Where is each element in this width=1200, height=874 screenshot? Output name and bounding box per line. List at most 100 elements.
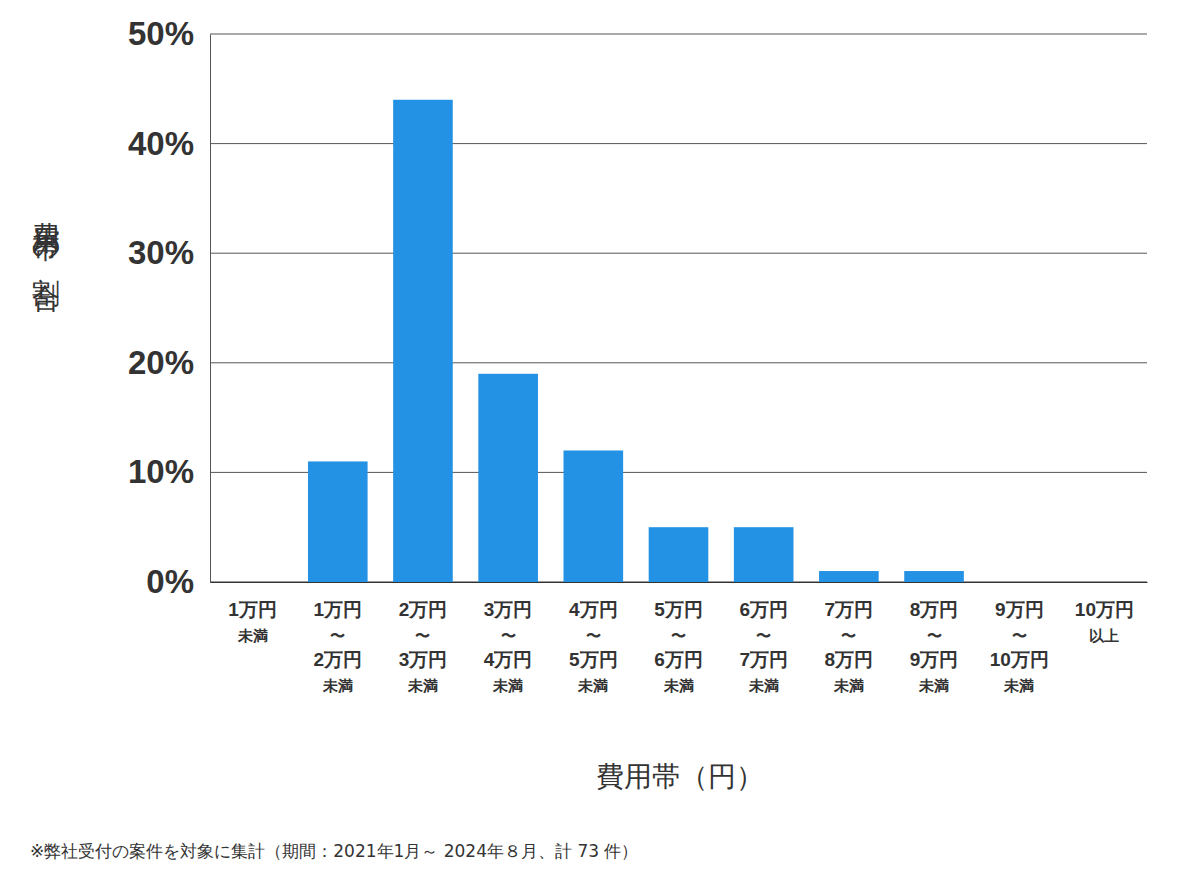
- x-tick-label-line: 10万円: [990, 649, 1049, 670]
- x-tick-label: 7万円〜 8万円未満: [825, 599, 874, 694]
- x-tick-label-line: 以上: [1089, 627, 1119, 644]
- bar: [649, 527, 709, 582]
- x-tick-label-line: 未満: [833, 677, 864, 694]
- bar: [564, 450, 624, 582]
- y-tick-label: 30%: [128, 234, 194, 271]
- x-tick: 10万円以上: [1075, 582, 1134, 644]
- x-tick-label-line: 〜: [671, 627, 686, 644]
- chart-svg: 0%10%20%30%40%50%1万円未満1万円〜2万円未満2万円〜3万円未満…: [0, 0, 1200, 874]
- x-tick-label-line: 未満: [748, 677, 779, 694]
- x-axis-line: [211, 582, 1148, 583]
- grid-line: [210, 34, 1147, 35]
- bar: [393, 100, 453, 582]
- bar: [308, 461, 368, 582]
- y-axis-line: [210, 35, 211, 583]
- x-axis-title: 費用帯（円）: [596, 760, 764, 793]
- x-tick-label-line: 〜: [330, 627, 345, 644]
- x-tick-label: 2万円〜 3万円未満: [399, 599, 448, 694]
- x-tick-label-line: 〜: [841, 627, 856, 644]
- y-tick: 10%: [128, 453, 210, 490]
- x-tick: 1万円未満: [228, 582, 277, 644]
- x-tick-label: 1万円〜 2万円未満: [313, 599, 362, 694]
- x-tick-label-line: 3万円: [484, 599, 533, 620]
- x-tick-label-line: 未満: [237, 627, 268, 644]
- x-tick-label-line: 〜: [586, 627, 601, 644]
- bar: [223, 582, 283, 583]
- y-tick-label: 40%: [128, 125, 194, 162]
- x-tick-label-line: 未満: [577, 677, 608, 694]
- x-tick-label-line: 未満: [1003, 677, 1034, 694]
- y-tick: 40%: [128, 125, 210, 162]
- x-tick-label-line: 8万円: [910, 599, 959, 620]
- x-tick-label-line: 未満: [918, 677, 949, 694]
- plot: 0%10%20%30%40%50%1万円未満1万円〜2万円未満2万円〜3万円未満…: [128, 15, 1148, 694]
- grid-line: [210, 253, 1147, 254]
- x-tick: 3万円〜 4万円未満: [484, 582, 533, 694]
- bar: [734, 527, 794, 582]
- x-tick: 7万円〜 8万円未満: [825, 582, 874, 694]
- x-tick-label-line: 9万円: [995, 599, 1044, 620]
- x-tick-label: 4万円〜 5万円未満: [569, 599, 618, 694]
- x-tick-label: 1万円未満: [228, 599, 277, 644]
- bar: [478, 374, 538, 582]
- bars: [308, 100, 964, 582]
- y-tick-label: 20%: [128, 344, 194, 381]
- x-tick-label-line: 5万円: [654, 599, 703, 620]
- x-tick-label: 5万円〜 6万円未満: [654, 599, 703, 694]
- x-tick-label-line: 〜: [415, 627, 430, 644]
- bar: [904, 571, 964, 582]
- y-axis-title: 費用帯の割合: [30, 200, 63, 313]
- x-tick-label-line: 4万円: [569, 599, 618, 620]
- x-tick-label-line: 〜: [927, 627, 942, 644]
- x-tick-label-line: 未満: [407, 677, 438, 694]
- x-tick-label: 10万円以上: [1075, 599, 1134, 644]
- grid-line: [210, 362, 1147, 363]
- x-tick: 6万円〜 7万円未満: [739, 582, 788, 694]
- x-tick-label: 6万円〜 7万円未満: [739, 599, 788, 694]
- y-tick: 0%: [146, 563, 210, 600]
- x-tick: 5万円〜 6万円未満: [654, 582, 703, 694]
- y-axis: 0% 10% 20% 30% 40% 50%: [128, 15, 211, 600]
- y-tick-label: 10%: [128, 453, 194, 490]
- x-tick-label-line: 〜: [1012, 627, 1027, 644]
- x-tick: 8万円〜 9万円未満: [910, 582, 959, 694]
- x-tick-label-line: 未満: [322, 677, 353, 694]
- grid-line: [210, 143, 1147, 144]
- x-tick-label-line: 6万円: [739, 599, 788, 620]
- x-tick-label-line: 5万円: [569, 649, 618, 670]
- x-tick-label-line: 6万円: [654, 649, 703, 670]
- y-tick-label: 50%: [128, 15, 194, 52]
- bar: [1075, 582, 1135, 583]
- x-tick-label-line: 1万円: [228, 599, 277, 620]
- x-axis: 1万円未満1万円〜2万円未満2万円〜3万円未満3万円〜4万円未満4万円〜5万円未…: [211, 582, 1148, 694]
- footnote: ※弊社受付の案件を対象に集計（期間：2021年1月～ 2024年８月、計 73 …: [30, 841, 638, 861]
- x-tick-label-line: 2万円: [399, 599, 448, 620]
- x-tick: 2万円〜 3万円未満: [399, 582, 448, 694]
- x-tick-label-line: 4万円: [484, 649, 533, 670]
- y-tick: 20%: [128, 344, 210, 381]
- x-tick-label: 3万円〜 4万円未満: [484, 599, 533, 694]
- x-tick-label: 8万円〜 9万円未満: [910, 599, 959, 694]
- bar: [819, 571, 879, 582]
- y-tick: 50%: [128, 15, 210, 52]
- x-tick: 4万円〜 5万円未満: [569, 582, 618, 694]
- x-tick-label-line: 10万円: [1075, 599, 1134, 620]
- grid: [210, 34, 1147, 582]
- x-tick-label-line: 7万円: [825, 599, 874, 620]
- bar: [989, 582, 1049, 583]
- x-tick-label-line: 3万円: [399, 649, 448, 670]
- x-tick-label-line: 8万円: [825, 649, 874, 670]
- x-tick-label-line: 1万円: [313, 599, 362, 620]
- chart-container: 0%10%20%30%40%50%1万円未満1万円〜2万円未満2万円〜3万円未満…: [0, 0, 1200, 874]
- y-tick: 30%: [128, 234, 210, 271]
- x-tick-label-line: 7万円: [739, 649, 788, 670]
- x-tick-label-line: 9万円: [910, 649, 959, 670]
- y-tick-label: 0%: [146, 563, 194, 600]
- x-tick-label-line: 未満: [663, 677, 694, 694]
- x-tick-label: 9万円〜 10万円未満: [990, 599, 1049, 694]
- x-tick: 9万円〜 10万円未満: [990, 582, 1049, 694]
- x-tick-label-line: 〜: [756, 627, 771, 644]
- x-tick-label-line: 未満: [492, 677, 523, 694]
- x-tick-label-line: 2万円: [313, 649, 362, 670]
- x-tick-label-line: 〜: [501, 627, 516, 644]
